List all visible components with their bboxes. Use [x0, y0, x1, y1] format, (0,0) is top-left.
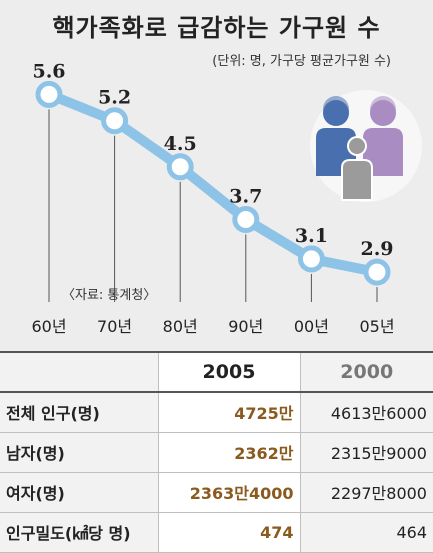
source-note: 〈자료: 통계청〉: [62, 288, 157, 303]
table-header-row: 2005 2000: [0, 352, 433, 393]
chart-title: 핵가족화로 급감하는 가구원 수: [52, 14, 381, 42]
cell-2005: 2363만4000: [157, 472, 300, 513]
value-label: 5.2: [98, 87, 131, 109]
data-point: [35, 80, 63, 108]
data-point: [232, 205, 260, 233]
data-point: [297, 245, 325, 273]
table-row: 전체 인구(명) 4725만 4613만6000: [0, 392, 433, 433]
value-label: 3.7: [229, 185, 262, 207]
x-tick-label: 90년: [228, 317, 263, 336]
x-tick-label: 05년: [359, 317, 394, 336]
cell-2000: 2297만8000: [299, 472, 433, 513]
value-label: 3.1: [295, 225, 328, 247]
table-row: 여자(명) 2363만4000 2297만8000: [0, 472, 433, 513]
row-label: 인구밀도(㎢당 명): [0, 512, 158, 553]
chart-area: 핵가족화로 급감하는 가구원 수 (단위: 명, 가구당 평균가구원 수) 5.…: [0, 0, 433, 351]
header-2005: 2005: [157, 352, 300, 393]
unit-note: (단위: 명, 가구당 평균가구원 수): [212, 54, 391, 69]
stats-table: 2005 2000 전체 인구(명) 4725만 4613만6000 남자(명)…: [0, 351, 433, 553]
value-label: 5.6: [32, 60, 65, 82]
header-empty: [0, 352, 158, 393]
x-tick-label: 00년: [294, 317, 329, 336]
table-row: 남자(명) 2362만 2315만9000: [0, 432, 433, 473]
data-point: [101, 107, 129, 135]
family-icon: [310, 90, 422, 202]
data-point: [166, 153, 194, 181]
cell-2005: 2362만: [157, 432, 300, 473]
data-point: [363, 258, 391, 286]
cell-2000: 4613만6000: [299, 392, 433, 433]
cell-2000: 2315만9000: [299, 432, 433, 473]
line-chart: 5.6 5.2 4.5 3.7 3.1 2.9 60년 70년 80년 90년 00년 05년: [31, 60, 422, 336]
row-label: 남자(명): [0, 432, 158, 473]
cell-2005: 474: [157, 512, 300, 553]
x-tick-label: 70년: [97, 317, 132, 336]
cell-2000: 464: [299, 512, 433, 553]
value-label: 2.9: [360, 238, 393, 260]
header-2000: 2000: [299, 352, 433, 393]
x-tick-label: 80년: [163, 317, 198, 336]
stats-table-wrap: 2005 2000 전체 인구(명) 4725만 4613만6000 남자(명)…: [0, 351, 433, 553]
row-label: 여자(명): [0, 472, 158, 513]
cell-2005: 4725만: [157, 392, 300, 433]
table-row: 인구밀도(㎢당 명) 474 464: [0, 512, 433, 553]
value-label: 4.5: [164, 133, 197, 155]
row-label: 전체 인구(명): [0, 392, 158, 433]
x-tick-label: 60년: [31, 317, 66, 336]
